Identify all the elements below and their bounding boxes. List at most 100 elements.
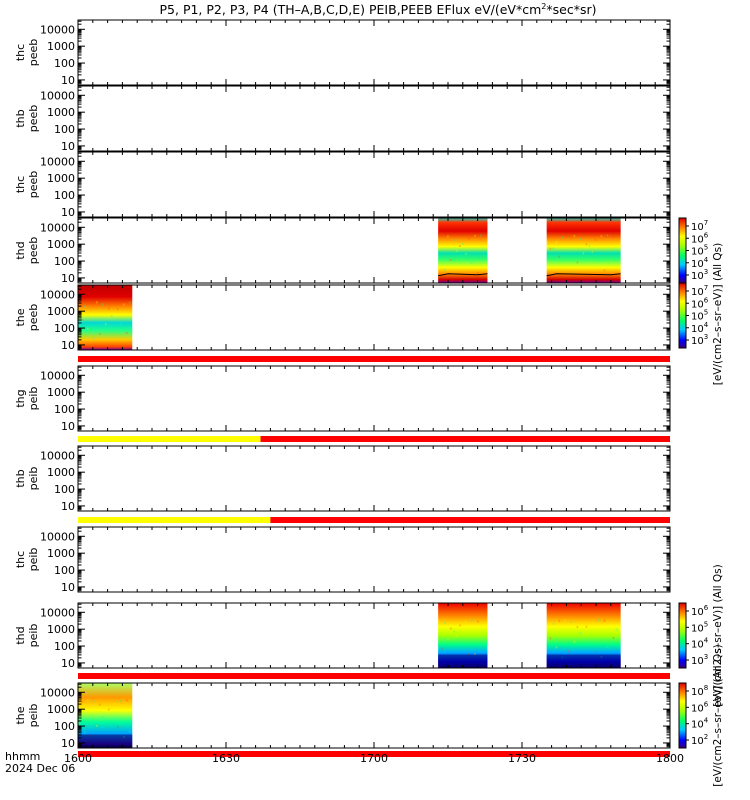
panel-instrument-label: peeb: [27, 304, 40, 332]
y-tick-label: 1000: [47, 703, 75, 716]
colorbar: 106 105 104 103 [eV/(cm2–s–sr–eV)] (All Qs): [678, 564, 724, 707]
y-tick-label: 10: [61, 581, 75, 594]
panel-probe-label: thg: [14, 389, 27, 407]
panel: 10 100 1000 10000 the peeb: [14, 284, 671, 352]
x-axis-label: hhmm: [5, 750, 40, 763]
status-segment: [78, 751, 670, 757]
colorbar-tick-label: 104: [691, 637, 709, 651]
x-axis-date: 2024 Dec 06: [5, 762, 75, 775]
y-tick-label: 10: [61, 420, 75, 433]
x-tick-label: 1600: [64, 752, 92, 765]
colorbar-label: [eV/(cm2–s–sr–eV)] (All Qs): [712, 243, 724, 386]
colorbar-tick-label: 103: [691, 653, 708, 667]
y-ticks: [78, 527, 670, 592]
spectrogram-block: [546, 218, 621, 283]
panel-instrument-label: peib: [27, 704, 40, 728]
panel-probe-label: thd: [14, 626, 27, 644]
y-tick-label: 100: [54, 720, 75, 733]
colorbar-tick-label: 107: [691, 284, 708, 298]
y-tick-label: 1000: [47, 466, 75, 479]
panel-frame: [77, 526, 671, 593]
panel-instrument-label: peib: [27, 548, 40, 572]
colorbar-tick-label: 102: [691, 733, 708, 747]
y-ticks: [78, 603, 670, 668]
colorbar-tick-label: 105: [691, 244, 708, 258]
colorbar-tick-label: 106: [691, 700, 709, 714]
panel-instrument-label: peeb: [27, 105, 40, 133]
y-tick-label: 100: [54, 483, 75, 496]
colorbar-scale: [678, 217, 687, 284]
y-ticks: [78, 218, 670, 283]
y-tick-label: 10000: [40, 23, 75, 36]
colorbar-tick-label: 104: [691, 321, 709, 335]
y-ticks: [78, 366, 670, 431]
y-tick-label: 10000: [40, 155, 75, 168]
y-tick-label: 10: [61, 500, 75, 513]
y-tick-label: 10000: [40, 221, 75, 234]
y-ticks: [78, 20, 670, 85]
status-bars: [78, 356, 670, 757]
spectrogram-block: [438, 218, 488, 283]
panel: 10 100 1000 10000 thc peib: [14, 526, 671, 594]
panel-frame: [77, 445, 671, 512]
panel-instrument-label: peeb: [27, 237, 40, 265]
colorbar-tick-label: 108: [691, 684, 708, 698]
colorbar-label: [eV/(cm2–s–sr–eV)] (All Qs): [712, 564, 724, 707]
panel: 10 100 1000 10000 thd peeb: [14, 217, 671, 285]
panel: 10 100 1000 10000 thb peeb: [14, 85, 671, 153]
y-tick-label: 10: [61, 206, 75, 219]
low-energy-region: [78, 734, 133, 748]
y-tick-label: 1000: [47, 106, 75, 119]
panel-instrument-label: peeb: [27, 171, 40, 199]
x-tick-label: 1630: [212, 752, 240, 765]
y-ticks: [78, 152, 670, 217]
panel-probe-label: the: [14, 706, 27, 724]
panel-instrument-label: peib: [27, 387, 40, 411]
panel: 10 100 1000 10000 thc peeb: [14, 19, 671, 87]
colorbar-scale: [678, 682, 687, 749]
colorbar-tick-label: 105: [691, 620, 708, 634]
y-ticks: [78, 446, 670, 511]
y-tick-label: 10: [61, 657, 75, 670]
colorbar-tick-label: 103: [691, 333, 708, 347]
panel-probe-label: thc: [14, 176, 27, 193]
panel-probe-label: thc: [14, 551, 27, 568]
colorbar-tick-label: 106: [691, 296, 709, 310]
panel-instrument-label: peib: [27, 467, 40, 491]
y-tick-label: 10000: [40, 686, 75, 699]
y-tick-label: 10: [61, 140, 75, 153]
y-tick-label: 10000: [40, 449, 75, 462]
y-tick-label: 10: [61, 339, 75, 352]
panel-frame: [77, 682, 671, 749]
status-segment: [78, 517, 271, 523]
status-segment: [270, 517, 670, 523]
colorbar-tick-label: 105: [691, 309, 708, 323]
colorbar-tick-label: 106: [691, 604, 709, 618]
status-segment: [260, 436, 670, 442]
x-tick-label: 1800: [656, 752, 684, 765]
colorbar: 108 106 104 102 [eV/(cm2–s–sr–eV)] (All Qs): [678, 644, 724, 787]
y-tick-label: 1000: [47, 40, 75, 53]
low-energy-region: [438, 654, 488, 668]
y-tick-label: 1000: [47, 386, 75, 399]
y-tick-label: 10000: [40, 606, 75, 619]
y-tick-label: 100: [54, 189, 75, 202]
colorbar-scale: [678, 602, 687, 669]
panel-instrument-label: peeb: [27, 39, 40, 67]
y-tick-label: 1000: [47, 623, 75, 636]
y-tick-label: 100: [54, 123, 75, 136]
panel-probe-label: thc: [14, 44, 27, 61]
panel-frame: [77, 365, 671, 432]
spectrogram-block: [78, 285, 133, 350]
colorbar-tick-label: 106: [691, 231, 709, 245]
colorbar-label: [eV/(cm2–s–sr–eV)] (All Qs): [712, 644, 724, 787]
y-tick-label: 10: [61, 74, 75, 87]
y-tick-label: 100: [54, 640, 75, 653]
panel-probe-label: thd: [14, 241, 27, 259]
panel-probe-label: thb: [14, 109, 27, 127]
panel-frame: [77, 19, 671, 86]
